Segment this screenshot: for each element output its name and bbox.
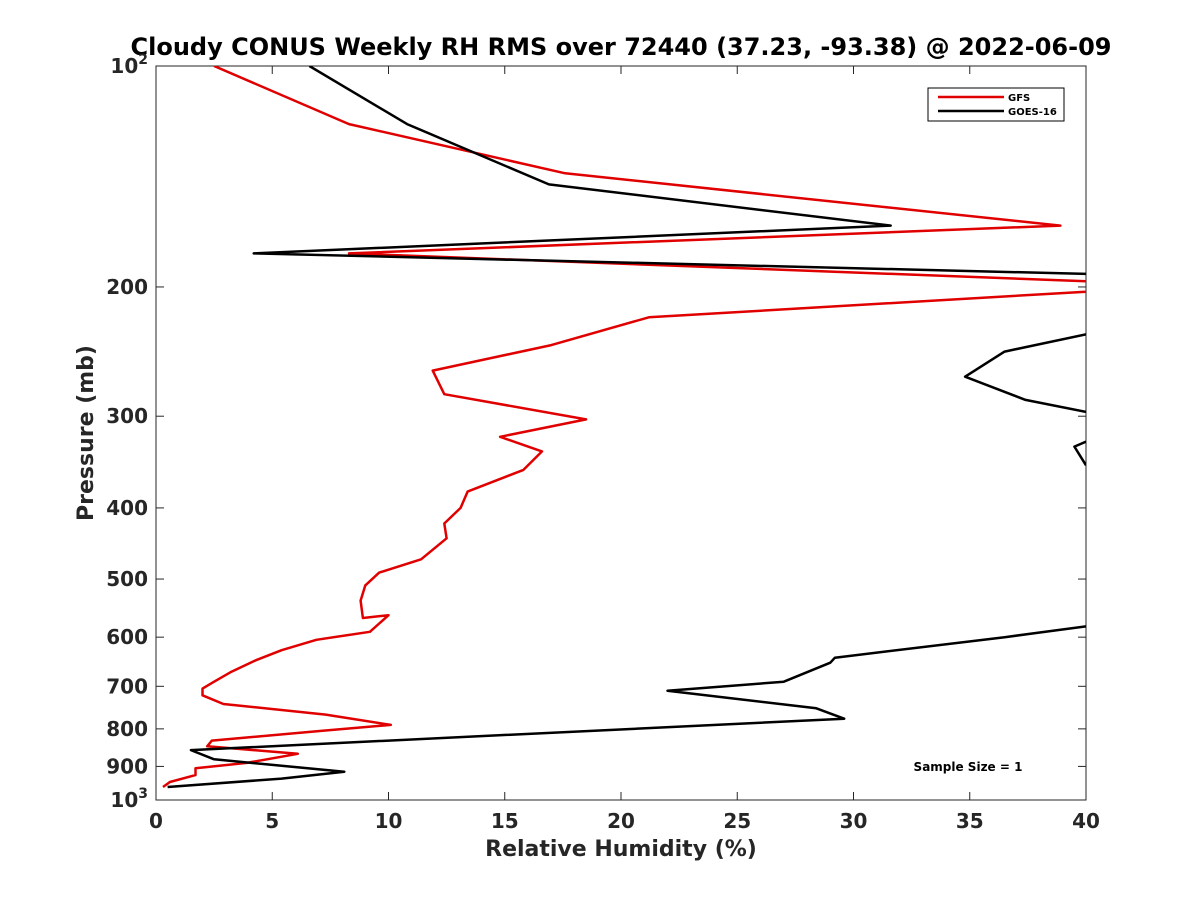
- legend-label-goes16: GOES-16: [1008, 107, 1057, 118]
- axes: 0 5 10 15 20 25 30 35 40102200300400500600700800…: [106, 52, 1100, 833]
- y-tick-label: 600: [106, 625, 148, 649]
- sample-size-annotation: Sample Size = 1: [914, 760, 1023, 774]
- y-tick-label: 900: [106, 754, 148, 778]
- plot-area-frame: [155, 65, 1087, 801]
- y-tick-label-base: 900: [106, 754, 148, 778]
- y-tick-label: 500: [106, 567, 148, 591]
- y-tick-label-base: 600: [106, 625, 148, 649]
- x-tick-label: 15: [491, 809, 519, 833]
- x-tick-label: 5: [265, 809, 279, 833]
- x-tick-label: 35: [956, 809, 984, 833]
- y-tick-label-base: 300: [106, 404, 148, 428]
- legend: GFS GOES-16: [927, 87, 1065, 122]
- y-axis-label: Pressure (mb): [74, 345, 99, 521]
- x-tick-label: 10: [375, 809, 403, 833]
- x-tick-label: 40: [1072, 809, 1100, 833]
- y-tick-label-base: 500: [106, 567, 148, 591]
- y-tick-label-base: 400: [106, 496, 148, 520]
- y-tick-label-base: 200: [106, 275, 148, 299]
- x-tick-label: 30: [840, 809, 868, 833]
- series-line-gfs: [162, 66, 1086, 789]
- y-tick-label-exponent: 2: [138, 52, 148, 68]
- y-tick-label: 700: [106, 674, 148, 698]
- x-tick-label: 25: [723, 809, 751, 833]
- x-tick-label: 20: [607, 809, 635, 833]
- legend-box: [927, 87, 1065, 122]
- chart-title: Cloudy CONUS Weekly RH RMS over 72440 (3…: [131, 33, 1112, 61]
- y-tick-label-base: 10: [110, 54, 138, 78]
- legend-label-gfs: GFS: [1008, 93, 1030, 104]
- y-tick-label-base: 700: [106, 674, 148, 698]
- y-tick-label: 200: [106, 275, 148, 299]
- y-tick-label: 800: [106, 717, 148, 741]
- x-axis-label: Relative Humidity (%): [485, 837, 757, 862]
- y-tick-label: 300: [106, 404, 148, 428]
- y-tick-label-base: 10: [110, 788, 138, 812]
- series-line-goes16: [167, 66, 1086, 789]
- x-tick-label: 0: [149, 809, 163, 833]
- y-tick-label-base: 800: [106, 717, 148, 741]
- y-tick-label: 102: [110, 52, 148, 78]
- y-tick-label-exponent: 3: [138, 786, 148, 802]
- y-tick-label: 400: [106, 496, 148, 520]
- series-layer: [162, 66, 1086, 789]
- y-tick-label: 103: [110, 786, 148, 812]
